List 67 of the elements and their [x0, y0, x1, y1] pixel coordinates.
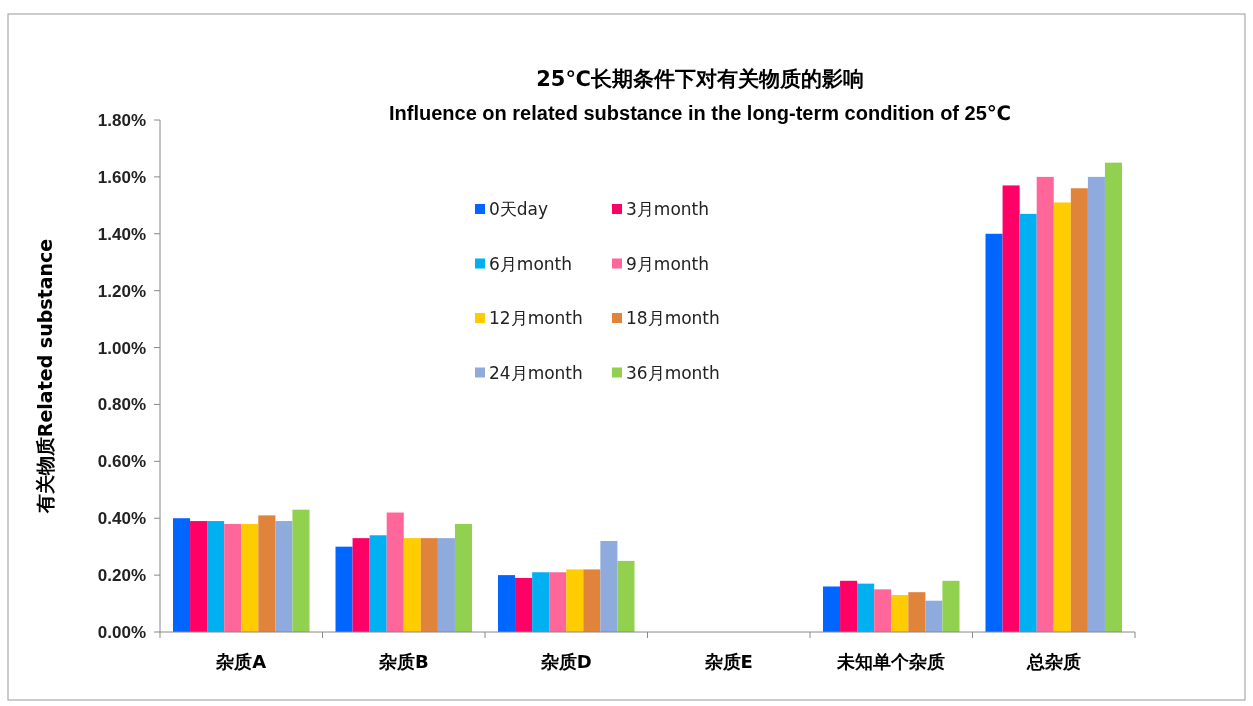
legend-label: 0天day	[489, 199, 549, 219]
y-tick-label: 0.80%	[97, 395, 146, 415]
legend-label: 36月month	[626, 362, 720, 383]
bar	[908, 592, 926, 632]
bar	[549, 572, 567, 632]
bar	[386, 512, 404, 632]
y-tick-label: 1.40%	[97, 224, 146, 244]
bar	[190, 521, 208, 632]
x-tick-label: 总杂质	[1025, 651, 1081, 672]
legend-label: 24月month	[489, 362, 583, 383]
y-tick-label: 0.20%	[97, 566, 146, 586]
bar	[498, 575, 516, 632]
bar	[1019, 213, 1037, 632]
bar	[403, 538, 421, 632]
bar	[1070, 188, 1088, 632]
bar	[985, 233, 1003, 632]
bar	[942, 580, 960, 632]
bar	[840, 580, 858, 632]
bar	[532, 572, 550, 632]
x-tick-label: 未知单个杂质	[836, 651, 946, 672]
bar	[566, 569, 584, 632]
legend-label: 9月month	[626, 253, 709, 274]
bar	[600, 540, 618, 632]
bar	[891, 595, 909, 632]
x-tick-label: 杂质B	[377, 651, 429, 672]
y-tick-label: 0.60%	[97, 452, 146, 472]
bar	[420, 538, 438, 632]
y-tick-label: 1.00%	[97, 338, 146, 358]
bar	[369, 535, 387, 632]
bar	[292, 509, 310, 632]
legend-label: 18月month	[626, 308, 720, 328]
legend-label: 12月month	[489, 308, 583, 328]
x-tick-label: 杂质E	[703, 651, 753, 672]
bar	[823, 586, 841, 632]
bar	[224, 523, 242, 632]
x-tick-label: 杂质D	[539, 651, 592, 672]
bar	[275, 521, 293, 632]
chart-subtitle: Influence on related substance in the long-term condition of 25℃	[388, 102, 1012, 124]
legend-label: 6月month	[489, 253, 572, 274]
y-tick-label: 1.20%	[97, 281, 146, 301]
bar	[874, 589, 892, 632]
bar	[454, 523, 472, 632]
bar	[352, 538, 370, 632]
bar	[258, 515, 276, 632]
bar	[335, 546, 353, 632]
y-axis-title: 有关物质Related substance	[34, 238, 56, 515]
bar	[1104, 162, 1122, 632]
y-tick-label: 0.00%	[97, 623, 146, 642]
y-tick-label: 1.80%	[97, 111, 146, 130]
bar	[583, 569, 601, 632]
bar	[207, 521, 225, 632]
bar	[437, 538, 455, 632]
bar	[515, 577, 533, 632]
bar	[617, 560, 635, 632]
bar	[1036, 176, 1054, 632]
bar	[857, 583, 875, 632]
y-tick-label: 1.60%	[97, 167, 146, 187]
legend-label: 3月month	[626, 199, 709, 219]
chart-title: 25℃长期条件下对有关物质的影响	[536, 67, 864, 91]
bar	[241, 523, 259, 632]
bar	[925, 600, 943, 632]
y-tick-label: 0.40%	[97, 509, 146, 529]
bar	[1002, 185, 1020, 632]
bar	[1087, 176, 1105, 632]
x-tick-label: 杂质A	[215, 651, 267, 672]
bar	[173, 518, 191, 632]
bar	[1053, 202, 1071, 632]
